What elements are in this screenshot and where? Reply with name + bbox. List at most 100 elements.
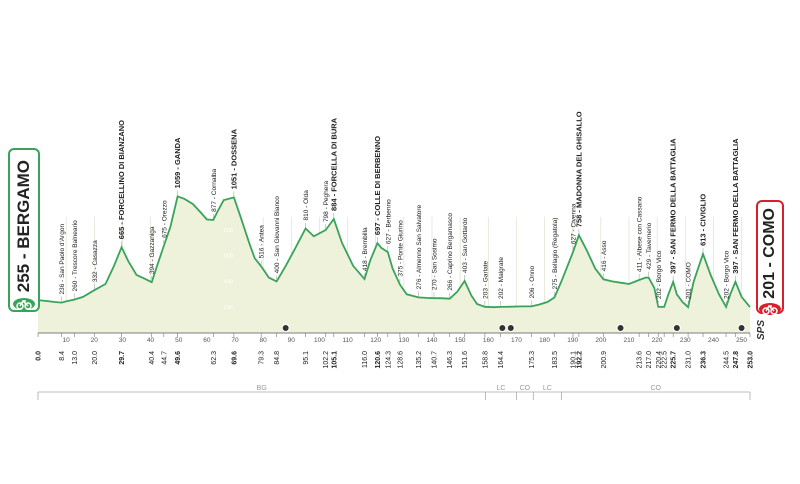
x-tick-label: 40: [147, 337, 155, 344]
sprint-marker-icon: [281, 324, 290, 332]
place-label: 416 - Asso: [601, 240, 608, 271]
place-label: 1059 - GANDA: [173, 137, 182, 188]
km-label: 146.3: [447, 351, 454, 369]
x-tick-label: 50: [175, 337, 183, 344]
km-label: 135.2: [416, 351, 423, 369]
km-label: 175.3: [529, 351, 536, 369]
km-label: 69.6: [231, 351, 238, 365]
place-label: 202 - Malgrate: [498, 257, 505, 299]
province-bar: BG LC CO LC CO: [37, 385, 751, 400]
x-tick-label: 170: [511, 337, 522, 344]
km-label: 102.2: [323, 351, 330, 369]
cyclist-icon: [759, 302, 781, 315]
place-label: 810 - Olda: [303, 190, 310, 221]
place-label: 429 - Tavernerio: [646, 222, 653, 269]
sprint-marker-icon: [737, 324, 746, 332]
cyclist-icon: [13, 298, 35, 311]
km-label: 158.8: [482, 351, 489, 369]
x-tick-label: 190: [567, 337, 578, 344]
place-label: 375 - Ponte Giurino: [397, 220, 404, 277]
km-label: 140.7: [431, 351, 438, 369]
place-label: 275 - Bellagio (Regatola): [552, 218, 559, 290]
km-labels: 0.0 8.4 13.0 20.0 29.7 40.4 44.7 49.6 62.3 69.6 79…: [36, 333, 755, 369]
place-labels: 236 - San Paolo d'Argon 260 - Trescore Ba…: [59, 111, 740, 307]
finish-badge: 201 - COMO: [756, 200, 784, 315]
province-label: BG: [257, 385, 267, 392]
x-tick-label: 20: [91, 337, 99, 344]
elevation-area: [38, 196, 750, 333]
x-tick-label: 200: [595, 337, 606, 344]
km-label: 220.4: [656, 351, 663, 369]
start-badge: 255 - BERGAMO: [8, 148, 40, 312]
x-tick-label: 230: [680, 337, 691, 344]
place-label: 1051 - DOSSENA: [229, 128, 238, 189]
x-tick-label: 140: [427, 337, 438, 344]
km-label: 29.7: [119, 351, 126, 365]
place-label: 697 - COLLE DI BERBENNO: [373, 136, 382, 235]
x-tick-label: 60: [203, 337, 211, 344]
province-label: LC: [543, 385, 552, 392]
place-label: 397 - SAN FERMO DELLA BATTAGLIA: [669, 138, 678, 274]
km-label: 128.6: [397, 351, 404, 369]
finish-badge-label: 201 - COMO: [761, 208, 778, 299]
place-label: 202 - Borgo Vico: [724, 250, 731, 299]
x-tick-label: 30: [119, 337, 127, 344]
y-tick-label: 600: [224, 254, 233, 260]
sprint-marker-icon: [672, 324, 681, 332]
km-label: 40.4: [149, 351, 156, 365]
km-label: 192.2: [576, 351, 583, 369]
place-label: 270 - San Sosimo: [431, 238, 438, 290]
place-label: 266 - Caprino Bergamasco: [447, 213, 454, 291]
x-axis: 10 20 30 40 50 60 70 80 90 100 110 120 130 140 150 160 1…: [38, 332, 750, 344]
x-tick-label: 80: [260, 337, 268, 344]
km-label: 244.5: [724, 351, 731, 369]
km-label: 225.7: [671, 351, 678, 369]
km-label: 8.4: [59, 351, 66, 361]
x-tick-label: 130: [398, 337, 409, 344]
km-label: 20.0: [92, 351, 99, 365]
province-label: CO: [520, 385, 531, 392]
km-label: 79.3: [259, 351, 266, 365]
x-tick-label: 10: [63, 337, 71, 344]
place-label: 758 - MADONNA DEL GHISALLO: [574, 111, 583, 227]
place-label: 418 - Brembilla: [362, 227, 369, 271]
place-label: 394 - Gazzaniga: [149, 226, 156, 274]
x-tick-label: 120: [370, 337, 381, 344]
x-tick-label: 150: [455, 337, 466, 344]
km-label: 217.0: [646, 351, 653, 369]
sprint-marker-icon: [616, 324, 625, 332]
x-tick-label: 250: [736, 337, 747, 344]
km-label: 44.7: [161, 351, 168, 365]
y-tick-label: 800: [224, 228, 233, 234]
x-tick-label: 110: [342, 337, 353, 344]
place-label: 877 - Cornalba: [211, 168, 218, 211]
place-label: 201 - COMO: [686, 262, 693, 299]
x-tick-label: 240: [708, 337, 719, 344]
place-label: 332 - Casazza: [92, 240, 99, 282]
x-tick-label: 160: [483, 337, 494, 344]
place-label: 411 - Albese con Cassano: [637, 196, 644, 272]
km-label: 183.5: [552, 351, 559, 369]
place-label: 276 - Almenno San Salvatore: [416, 204, 423, 289]
sprint-marker-icon: [506, 324, 515, 332]
km-label: 253.0: [748, 351, 755, 369]
km-label: 84.8: [274, 351, 281, 365]
y-axis-ticks: 200 400 600 800: [224, 228, 233, 311]
km-label: 0.0: [36, 351, 43, 361]
km-label: 116.0: [362, 351, 369, 368]
place-label: 202 - Borgo Vico: [656, 250, 663, 299]
place-label: 675 - Orezzo: [161, 200, 168, 238]
km-label: 105.1: [331, 351, 338, 369]
km-label: 222.5: [662, 351, 669, 369]
km-label: 200.9: [601, 351, 608, 369]
elevation-line: [37, 195, 751, 310]
place-label: 403 - San Gottardo: [462, 217, 469, 273]
place-label: 665 - FORCELLINO DI BIANZANO: [117, 120, 126, 239]
place-label: 798 - Peghera: [323, 180, 330, 222]
province-label: CO: [650, 385, 661, 392]
place-label: 203 - Garlate: [482, 260, 489, 298]
y-tick-label: 200: [224, 305, 233, 311]
x-tick-label: 90: [288, 337, 296, 344]
km-label: 190.1: [570, 351, 577, 369]
